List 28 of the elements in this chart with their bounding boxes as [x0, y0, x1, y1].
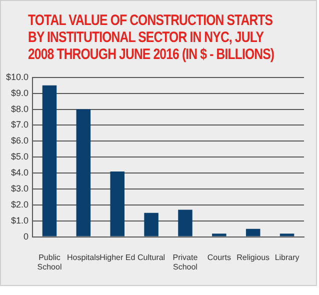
y-tick-label: $7.0: [10, 120, 29, 130]
y-tick-label: $10.0: [6, 72, 29, 82]
bar: [212, 234, 226, 236]
y-tick-label: $1.0: [10, 215, 29, 226]
bar: [246, 228, 260, 236]
y-tick-label: $9.0: [10, 88, 29, 98]
chart-title: TOTAL VALUE OF CONSTRUCTION STARTS BY INSTITUTIONAL SECTOR IN NYC, JULY 2008 THROUGH JUNE 2016 (IN $ - BILLIONS): [28, 12, 276, 63]
bar: [42, 85, 57, 236]
x-tick-label: Cultural: [138, 252, 166, 262]
x-tick-label: Higher Ed: [100, 252, 136, 262]
y-tick-label: $4.0: [10, 168, 29, 178]
y-tick-label: $5.0: [10, 152, 29, 162]
bar: [178, 210, 192, 236]
x-tick-label: Hospitals: [66, 252, 100, 262]
x-tick-label: Library: [274, 252, 300, 262]
y-tick-label: 0: [24, 231, 29, 242]
bar: [280, 234, 294, 236]
x-tick-label: Public School: [37, 252, 62, 272]
bar: [144, 212, 158, 236]
x-tick-label: Private School: [172, 252, 198, 272]
x-tick-label: Religious: [236, 252, 270, 262]
x-tick-label: Courts: [207, 252, 231, 262]
bar: [76, 109, 91, 236]
bar: [110, 171, 124, 236]
y-tick-label: $8.0: [10, 104, 29, 114]
y-tick-label: $3.0: [10, 183, 29, 194]
y-tick-label: $2.0: [10, 199, 29, 210]
y-tick-label: $6.0: [10, 136, 29, 146]
